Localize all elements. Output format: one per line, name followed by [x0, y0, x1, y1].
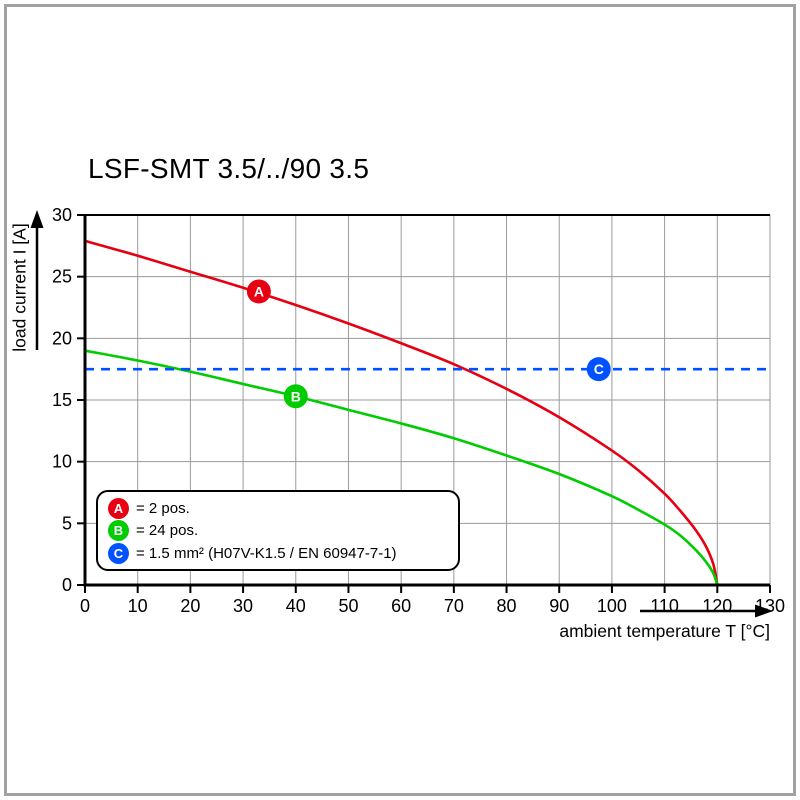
svg-text:5: 5	[62, 513, 72, 533]
svg-text:70: 70	[444, 596, 464, 616]
svg-text:10: 10	[52, 452, 72, 472]
legend-item-a: A = 2 pos.	[108, 497, 448, 519]
series-c-marker-icon: C	[108, 542, 129, 564]
svg-text:90: 90	[549, 596, 569, 616]
svg-text:30: 30	[233, 596, 253, 616]
svg-text:40: 40	[286, 596, 306, 616]
svg-text:25: 25	[52, 267, 72, 287]
svg-text:B: B	[291, 388, 301, 404]
svg-text:100: 100	[597, 596, 627, 616]
y-axis-label: load current I [A]	[9, 223, 30, 352]
legend-item-c: C = 1.5 mm² (H07V-K1.5 / EN 60947-7-1)	[108, 542, 448, 564]
svg-text:0: 0	[80, 596, 90, 616]
legend: A = 2 pos. B = 24 pos. C = 1.5 mm² (H07V…	[96, 490, 460, 571]
legend-item-b: B = 24 pos.	[108, 520, 448, 541]
legend-label-b: = 24 pos.	[136, 522, 199, 539]
svg-text:C: C	[594, 361, 604, 377]
svg-text:20: 20	[180, 596, 200, 616]
legend-label-c: = 1.5 mm² (H07V-K1.5 / EN 60947-7-1)	[136, 544, 397, 562]
svg-text:110: 110	[650, 596, 679, 616]
svg-text:50: 50	[338, 596, 358, 616]
svg-text:60: 60	[391, 596, 411, 616]
svg-text:80: 80	[497, 596, 517, 616]
svg-text:120: 120	[702, 596, 732, 616]
series-a-marker-icon: A	[108, 497, 129, 519]
svg-text:15: 15	[52, 390, 72, 410]
svg-text:0: 0	[62, 575, 72, 595]
svg-text:A: A	[254, 283, 264, 299]
x-axis-label: ambient temperature T [°C]	[559, 621, 770, 641]
svg-text:20: 20	[52, 328, 72, 348]
svg-text:30: 30	[52, 205, 72, 225]
chart-title: LSF-SMT 3.5/../90 3.5	[88, 153, 370, 184]
svg-text:10: 10	[128, 596, 148, 616]
series-b-marker-icon: B	[108, 520, 129, 541]
legend-label-a: = 2 pos.	[136, 499, 190, 517]
